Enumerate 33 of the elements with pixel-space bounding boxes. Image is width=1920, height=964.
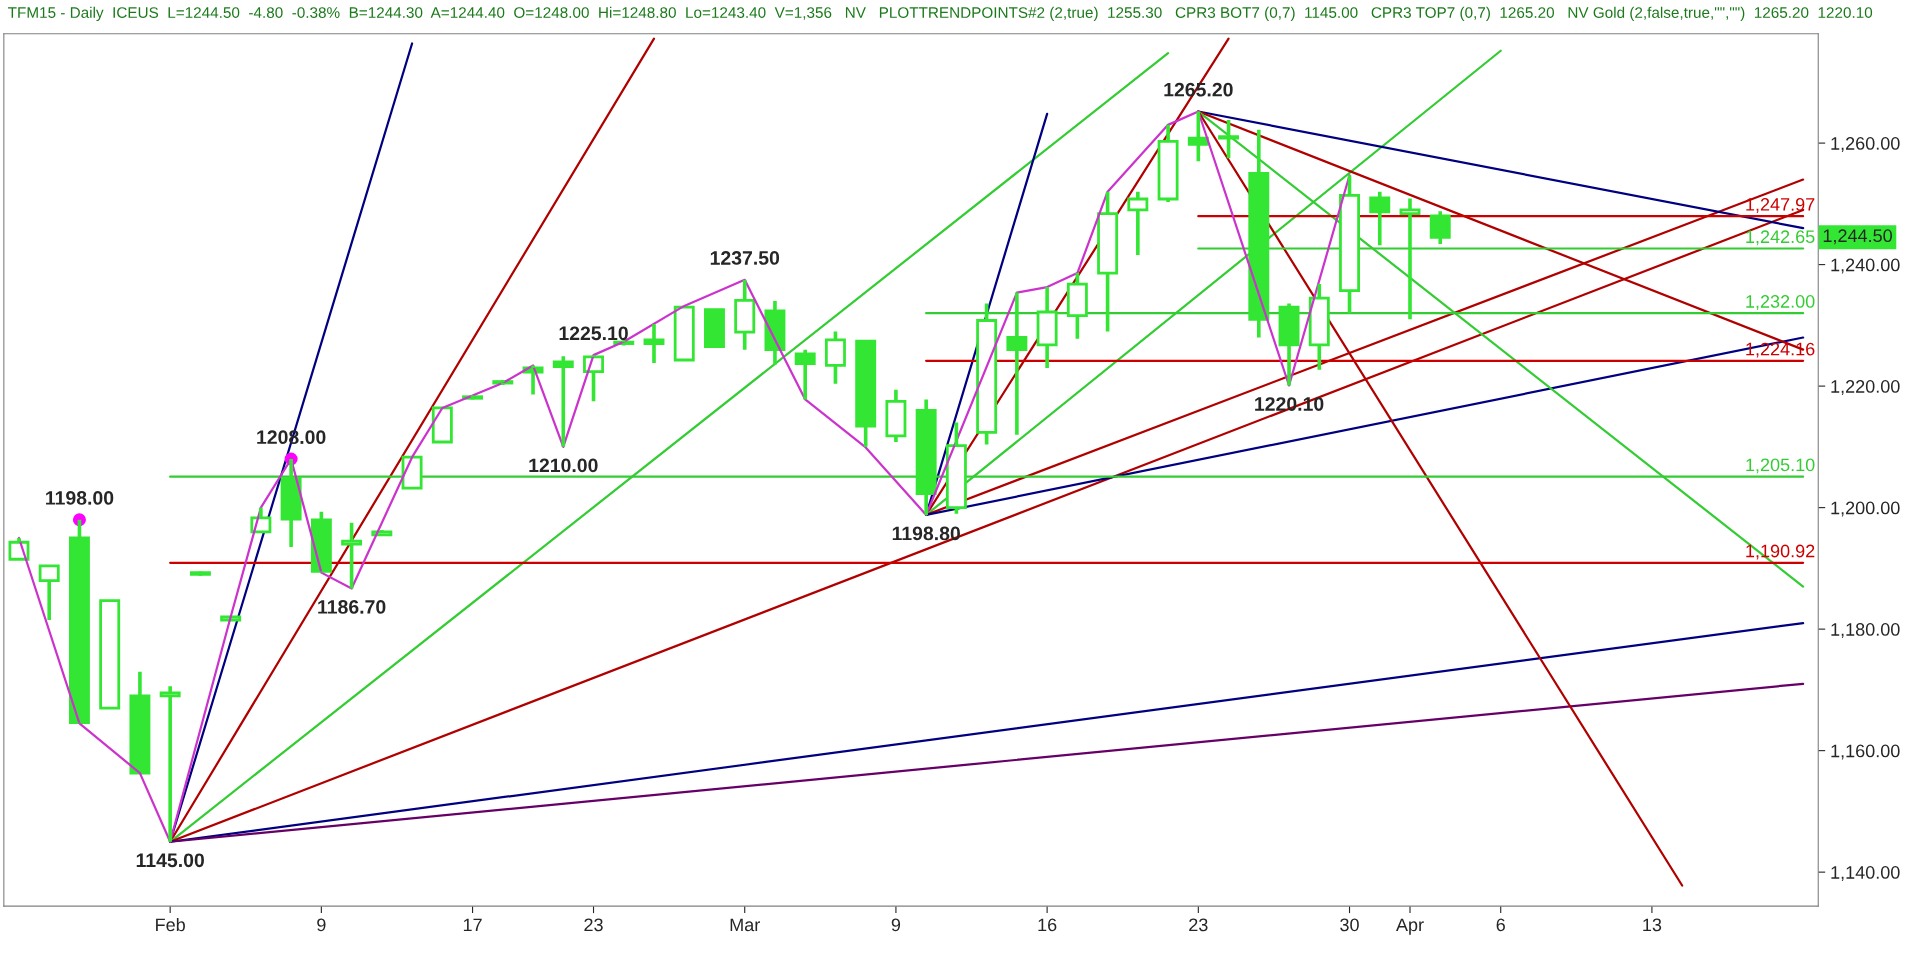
x-tick-label: 9 — [317, 918, 326, 932]
x-tick-label: 23 — [1189, 918, 1208, 932]
text: 1,244.50 — [1823, 229, 1892, 245]
annotation: 1186.70 — [318, 600, 386, 614]
x-tick-label: Feb — [156, 917, 185, 932]
annotation: 1198.80 — [892, 526, 960, 541]
series-label: 1,242.65 — [1746, 230, 1815, 246]
x-tick-label: Apr — [1395, 918, 1424, 935]
chart-title: TFM15 - Daily ICEUS L=1244.50 -4.80 -0.38% B=1244.30 A=1244.40 O=1248.00 Hi=1248.80 Lo=1243.40 V=1,356 NV PLOTTRENDPOINTS#2 (2,true) 1255.30 CPR3 BOT7 (0,7) 1145.00 CPR3 TOP7 (0,7) 1265.20 NV Gold (2,false,true,"","") 1265.20 1220.10 — [8, 6, 1873, 21]
y-tick-label: 1,180.00 — [1831, 623, 1900, 638]
x-tick-label: 6 — [1496, 918, 1505, 932]
x-tick-label: Mar — [730, 918, 760, 932]
x-tick-label: 23 — [584, 918, 603, 932]
series-label: 1,247.97 — [1746, 198, 1815, 213]
series-label: 1,205.10 — [1746, 458, 1815, 474]
annotation: 1198.00 — [46, 491, 114, 505]
annotation: 1210.00 — [529, 458, 598, 473]
y-tick-label: 1,220.00 — [1831, 380, 1900, 395]
annotation: 1237.50 — [710, 251, 780, 265]
x-tick-label: 17 — [463, 918, 482, 932]
annotation: 1225.10 — [559, 326, 628, 341]
y-tick-label: 1,260.00 — [1831, 137, 1900, 152]
x-tick-label: 30 — [1340, 918, 1359, 932]
y-tick-label: 1,240.00 — [1831, 258, 1900, 274]
series-label: 1,224.16 — [1746, 342, 1815, 358]
x-tick-label: 13 — [1643, 918, 1662, 932]
series-label: 1,232.00 — [1746, 295, 1815, 310]
y-tick-label: 1,160.00 — [1831, 744, 1900, 760]
annotation: 1145.00 — [136, 853, 204, 868]
x-tick-label: 9 — [891, 918, 901, 932]
y-tick-label: 1,140.00 — [1831, 866, 1900, 881]
y-tick-label: 1,200.00 — [1831, 501, 1900, 517]
x-tick-label: 16 — [1038, 918, 1057, 932]
